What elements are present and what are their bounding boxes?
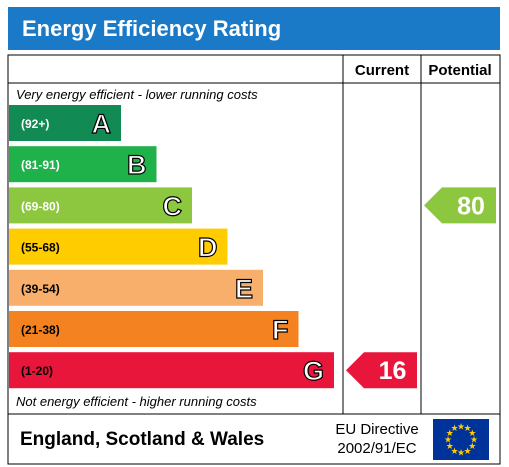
- band-d: (55-68) D: [9, 228, 228, 265]
- eu-star-icon: ★: [450, 424, 458, 434]
- band-a-bar: [9, 105, 121, 141]
- band-g-range: (1-20): [21, 364, 53, 378]
- eu-star-icon: ★: [446, 442, 454, 452]
- directive-line-2: 2002/91/EC: [337, 440, 416, 457]
- chart-title: Energy Efficiency Rating: [8, 7, 500, 50]
- directive-line-1: EU Directive: [335, 421, 418, 438]
- band-f-letter: F: [272, 315, 289, 345]
- band-e-bar: [9, 269, 263, 306]
- band-b-letter: B: [127, 150, 147, 180]
- region-label: England, Scotland & Wales: [20, 429, 264, 450]
- potential-rating-arrow-shape: [424, 187, 496, 224]
- band-a-letter: A: [92, 109, 112, 139]
- eu-star-icon: ★: [468, 429, 476, 439]
- inefficient-note: Not energy efficient - higher running co…: [16, 394, 257, 409]
- band-a: (92+) A: [9, 105, 121, 141]
- band-g-letter: G: [303, 356, 324, 386]
- band-b: (81-91) B: [9, 146, 157, 183]
- eu-star-icon: ★: [457, 449, 465, 459]
- band-c-letter: C: [163, 191, 183, 221]
- band-d-range: (55-68): [21, 241, 60, 255]
- band-f: (21-38) F: [9, 311, 299, 347]
- band-b-bar: [9, 146, 157, 183]
- band-d-bar: [9, 228, 228, 265]
- band-c-range: (69-80): [21, 199, 60, 213]
- band-c: (69-80) C: [9, 187, 192, 224]
- eu-flag-icon: ★★★★★★★★★★★★: [433, 419, 489, 460]
- chart-frame: [7, 54, 501, 465]
- eu-star-icon: ★: [468, 442, 476, 452]
- eu-star-icon: ★: [463, 424, 471, 434]
- band-c-bar: [9, 187, 192, 224]
- current-rating-arrow: 16: [346, 352, 417, 389]
- band-e-range: (39-54): [21, 282, 60, 296]
- potential-rating-arrow-value: 80: [457, 192, 485, 220]
- band-a-range: (92+): [21, 117, 49, 131]
- current-rating-arrow-shape: [346, 352, 417, 389]
- band-b-range: (81-91): [21, 158, 60, 172]
- band-e-letter: E: [235, 274, 253, 304]
- band-d-letter: D: [198, 233, 218, 263]
- rating-bands: (92+) A (81-91) B (69-80) C (55-68) D (39-54) E (2…: [9, 105, 334, 389]
- eu-star-icon: ★: [470, 436, 478, 446]
- band-g: (1-20) G: [9, 352, 334, 389]
- efficient-note: Very energy efficient - lower running co…: [16, 87, 258, 102]
- eu-star-icon: ★: [450, 447, 458, 457]
- eu-star-icon: ★: [463, 447, 471, 457]
- band-g-bar: [9, 352, 334, 389]
- eu-star-icon: ★: [444, 436, 452, 446]
- current-column-header: Current: [355, 62, 409, 79]
- eu-star-icon: ★: [446, 429, 454, 439]
- band-f-range: (21-38): [21, 323, 60, 337]
- band-f-bar: [9, 311, 299, 347]
- band-e: (39-54) E: [9, 269, 263, 306]
- eu-star-icon: ★: [457, 423, 465, 433]
- potential-rating-arrow: 80: [424, 187, 496, 224]
- current-rating-arrow-value: 16: [379, 357, 407, 385]
- potential-column-header: Potential: [428, 62, 491, 79]
